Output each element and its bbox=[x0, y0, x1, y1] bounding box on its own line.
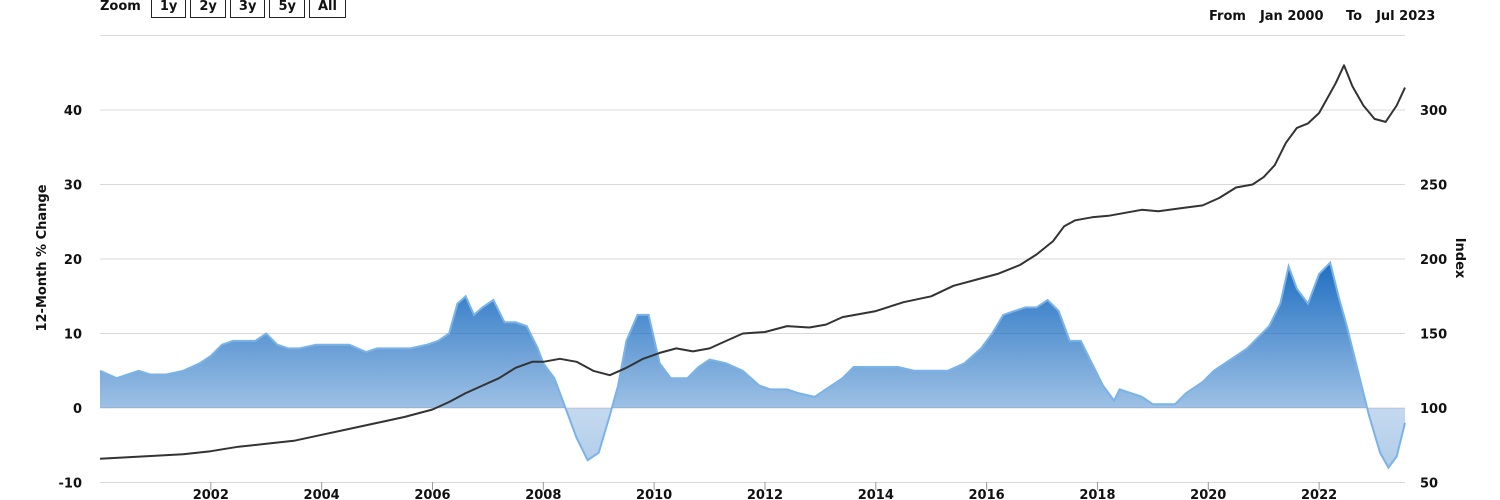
range-to[interactable]: To Jul 2023 bbox=[1346, 9, 1435, 24]
index-line bbox=[99, 64, 1406, 460]
x-tick-label: 2022 bbox=[1301, 488, 1337, 500]
right-tick-label: 250 bbox=[1420, 179, 1447, 194]
x-tick-label: 2004 bbox=[304, 488, 340, 500]
x-tick-label: 2008 bbox=[525, 488, 561, 500]
area-fill-positive bbox=[100, 262, 1405, 408]
area-outline bbox=[99, 260, 1406, 470]
right-tick-label: 100 bbox=[1420, 402, 1447, 417]
x-tick-label: 2018 bbox=[1079, 488, 1115, 500]
axes: 12-Month % Change Index -10 0 10 20 30 40 50 10… bbox=[35, 104, 1467, 500]
index-line-path bbox=[99, 64, 1406, 460]
right-tick-label: 200 bbox=[1420, 253, 1447, 268]
right-tick-label: 50 bbox=[1420, 477, 1438, 492]
zoom-all-button[interactable]: All bbox=[308, 0, 346, 18]
left-tick-label: 40 bbox=[64, 104, 82, 119]
right-tick-label: 300 bbox=[1420, 104, 1447, 119]
grid-lines bbox=[100, 35, 1405, 483]
zoom-3y-button[interactable]: 3y bbox=[229, 0, 266, 18]
x-tick-label: 2016 bbox=[969, 488, 1005, 500]
x-tick-label: 2014 bbox=[858, 488, 894, 500]
x-tick-label: 2020 bbox=[1190, 488, 1226, 500]
right-axis-title: Index bbox=[1452, 238, 1467, 279]
right-tick-label: 150 bbox=[1420, 328, 1447, 343]
range-from-value: Jan 2000 bbox=[1259, 9, 1324, 24]
x-tick-label: 2006 bbox=[414, 488, 450, 500]
range-to-value: Jul 2023 bbox=[1376, 9, 1436, 24]
x-tick-label: 2002 bbox=[193, 488, 229, 500]
zoom-bar: Zoom 1y 2y 3y 5y All bbox=[100, 0, 346, 18]
left-tick-label: -10 bbox=[59, 477, 83, 492]
zoom-2y-button[interactable]: 2y bbox=[190, 0, 226, 18]
left-axis-title: 12-Month % Change bbox=[35, 184, 50, 331]
zoom-1y-button[interactable]: 1y bbox=[150, 0, 187, 18]
left-tick-label: 0 bbox=[73, 402, 82, 417]
left-tick-label: 20 bbox=[64, 253, 82, 268]
zoom-5y-button[interactable]: 5y bbox=[269, 0, 305, 18]
zoom-label: Zoom bbox=[100, 0, 141, 14]
range-from-label: From bbox=[1209, 9, 1246, 24]
left-tick-label: 10 bbox=[64, 328, 82, 343]
x-tick-label: 2010 bbox=[636, 488, 672, 500]
x-tick-label: 2012 bbox=[747, 488, 783, 500]
range-from[interactable]: From Jan 2000 bbox=[1209, 9, 1324, 24]
left-tick-label: 30 bbox=[64, 179, 82, 194]
range-to-label: To bbox=[1346, 9, 1363, 24]
percent-change-area bbox=[99, 260, 1406, 470]
